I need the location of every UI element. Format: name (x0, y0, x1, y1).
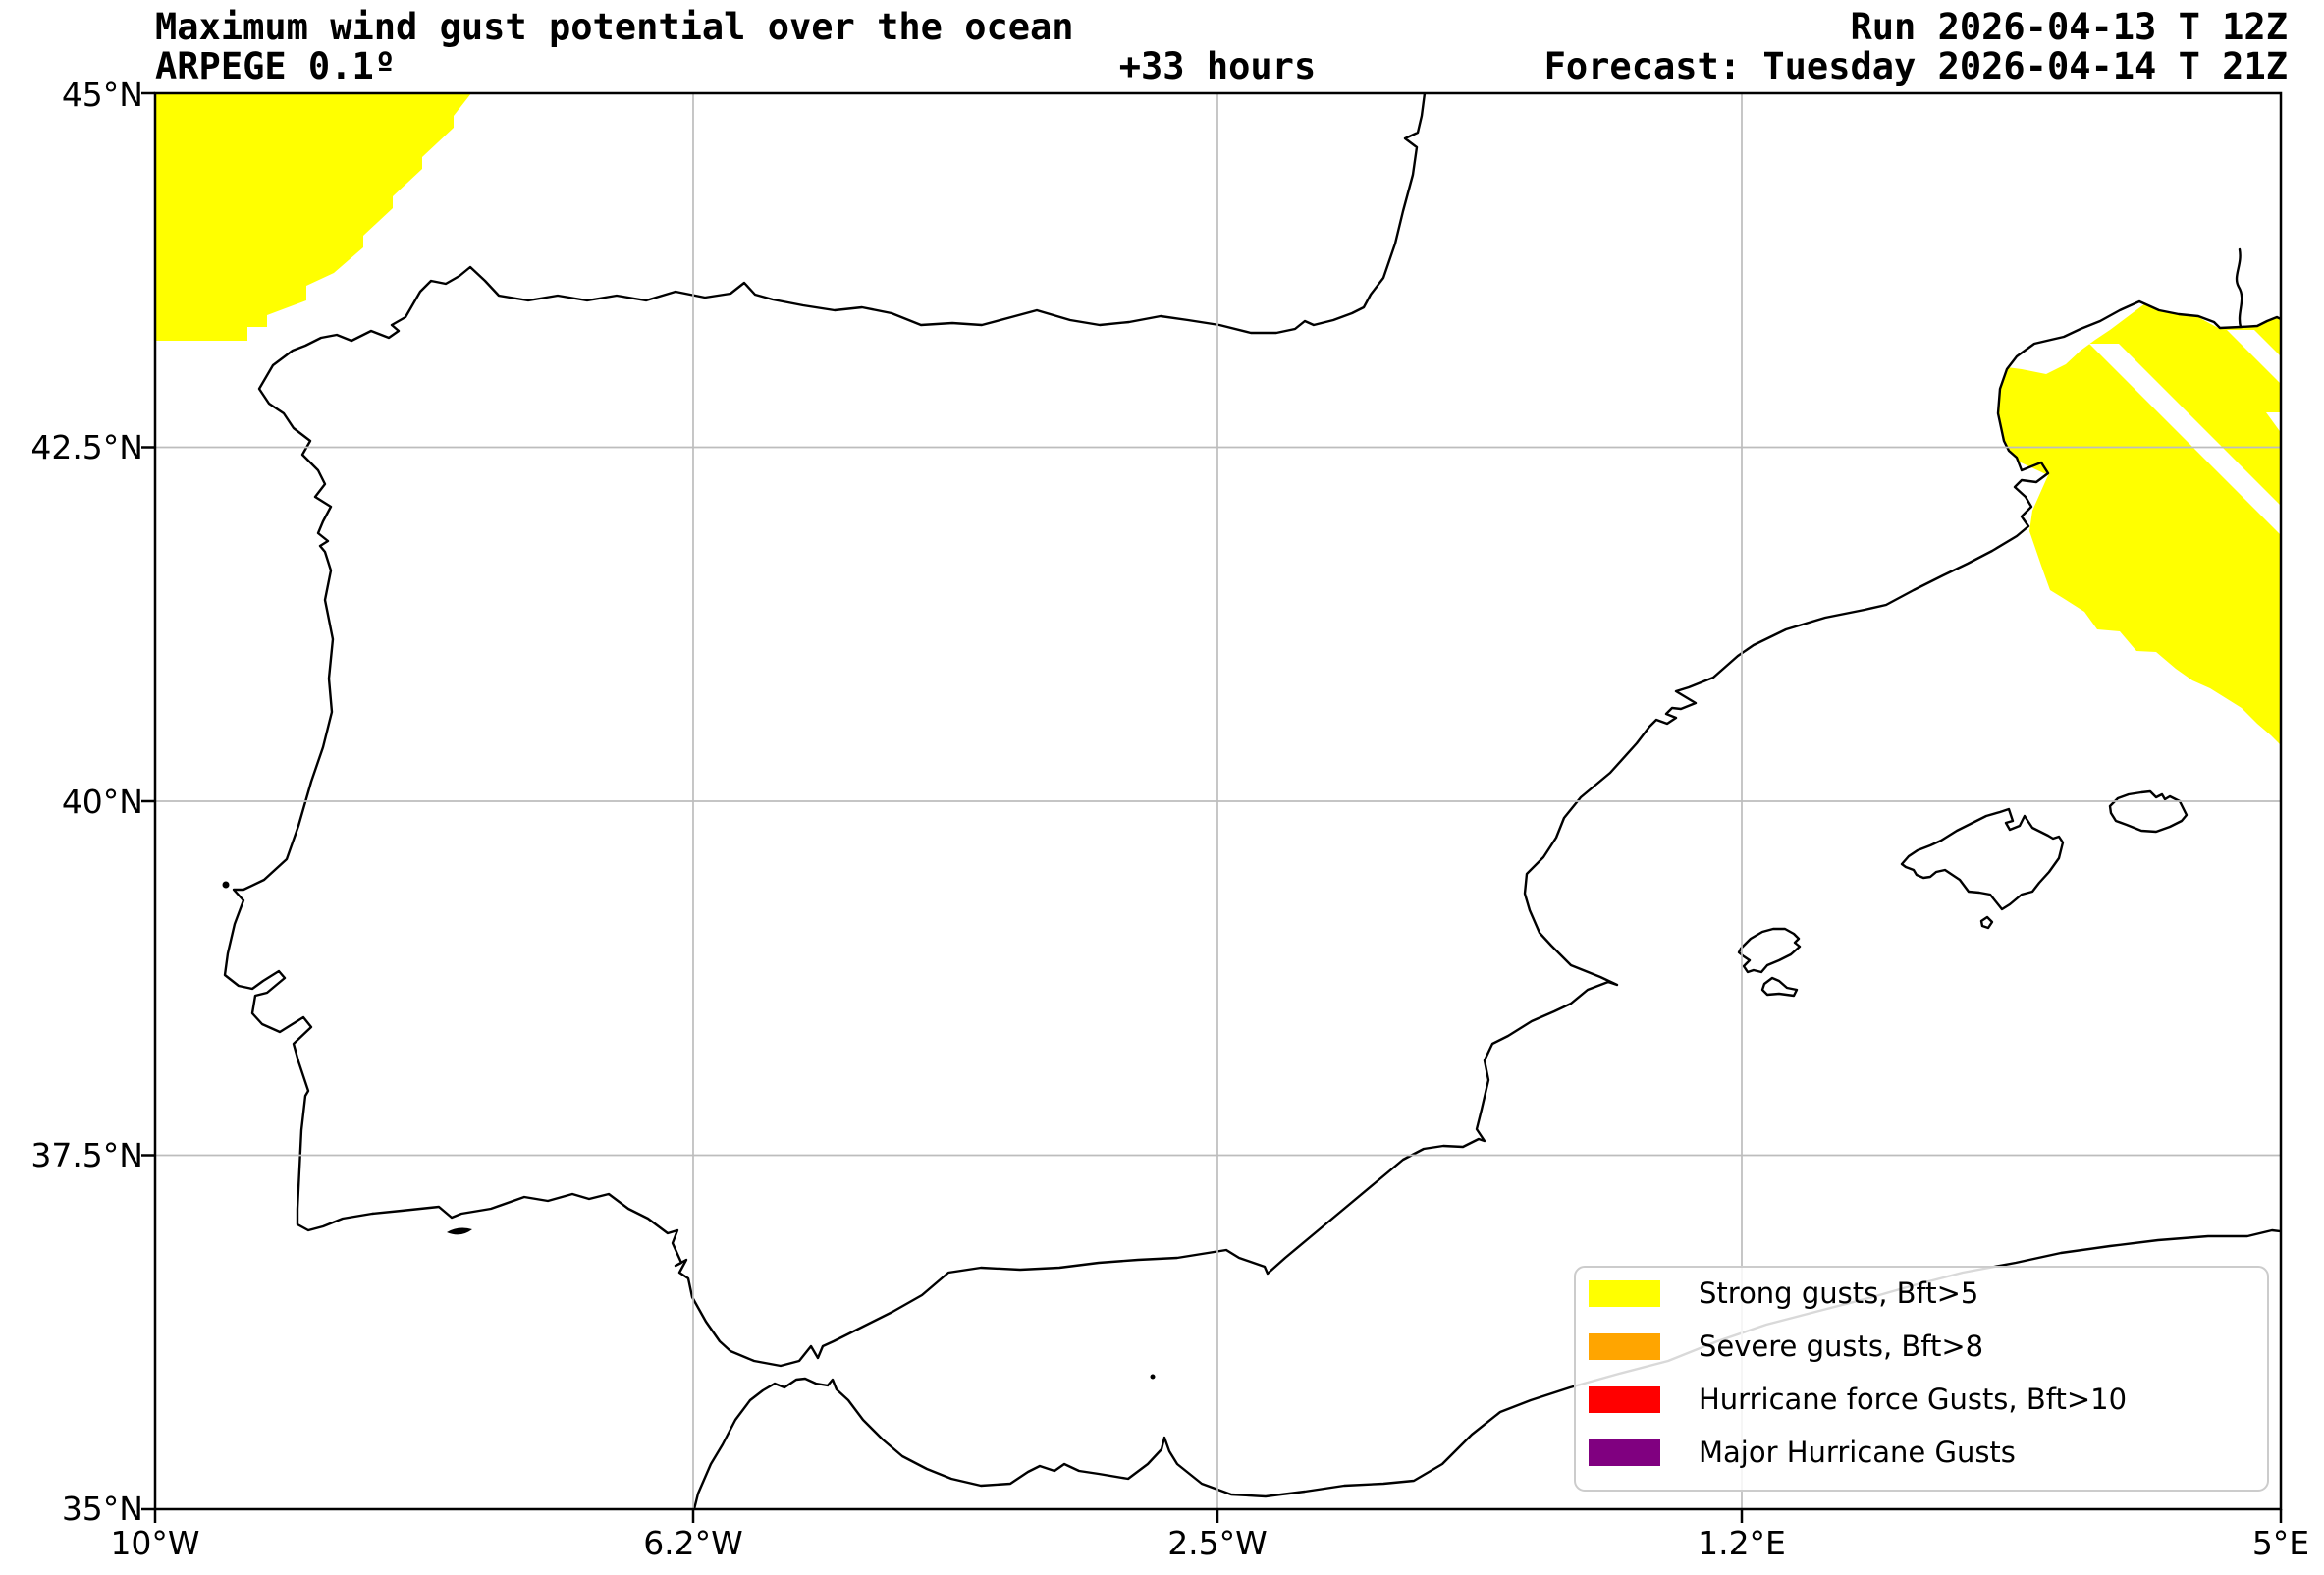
x-tick-12e: 1.2°E (1698, 1524, 1786, 1562)
map-plot-area (155, 93, 2281, 1509)
gust-band-gap-1 (2089, 344, 2281, 535)
model-label: ARPEGE 0.1º (155, 45, 396, 87)
alboran-islet (1150, 1374, 1156, 1380)
formentera-island (1760, 976, 1799, 998)
iberia-france-landmass (223, 93, 2281, 1368)
x-tick-62w: 6.2°W (643, 1524, 743, 1562)
ria-formosa-spit (447, 1227, 472, 1235)
legend: Strong gusts, Bft>5 Severe gusts, Bft>8 … (1574, 1266, 2269, 1492)
y-tick-425n: 42.5°N (30, 428, 143, 466)
mallorca-island (1900, 807, 2065, 911)
y-tick-375n: 37.5°N (30, 1136, 143, 1174)
y-tick-45n: 45°N (62, 76, 143, 114)
strong-gusts-area-biscay (155, 93, 471, 341)
legend-label-strong: Strong gusts, Bft>5 (1699, 1276, 1978, 1310)
herault-river (2235, 247, 2243, 329)
legend-label-hurricane: Hurricane force Gusts, Bft>10 (1699, 1383, 2127, 1416)
legend-swatch-strong (1589, 1280, 1660, 1307)
ibiza-island (1737, 927, 1802, 974)
x-tick-5e: 5°E (2252, 1524, 2309, 1562)
gust-band-gap-2 (2227, 330, 2281, 384)
cabrera-island (1979, 915, 1994, 930)
gust-band-gap-3 (2266, 412, 2281, 433)
y-tick-35n: 35°N (62, 1490, 143, 1528)
run-label: Run 2026-04-13 T 12Z (1850, 6, 2288, 48)
legend-label-major-hurricane: Major Hurricane Gusts (1699, 1436, 2016, 1469)
berlengas-islet (222, 881, 230, 889)
legend-box (1574, 1266, 2269, 1492)
strong-gusts-area-mediterranean (1998, 303, 2281, 745)
legend-swatch-severe (1589, 1333, 1660, 1360)
x-tick-10w: 10°W (110, 1524, 199, 1562)
y-tick-40n: 40°N (62, 783, 143, 821)
forecast-label: Forecast: Tuesday 2026-04-14 T 21Z (1544, 45, 2288, 87)
map-title: Maximum wind gust potential over the oce… (155, 6, 1074, 48)
x-tick-25w: 2.5°W (1167, 1524, 1268, 1562)
graticule (155, 93, 2281, 1509)
axis-ticks (141, 91, 2283, 1523)
legend-swatch-hurricane (1589, 1386, 1660, 1413)
legend-label-severe: Severe gusts, Bft>8 (1699, 1330, 1983, 1363)
legend-swatch-major-hurricane (1589, 1439, 1660, 1466)
lead-time-label: +33 hours (1119, 45, 1316, 87)
